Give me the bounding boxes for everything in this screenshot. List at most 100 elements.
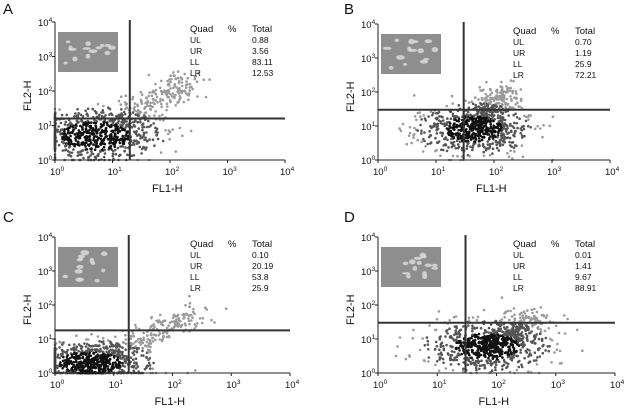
scatter-dot — [484, 99, 488, 103]
scatter-dot — [420, 118, 423, 121]
scatter-dot — [496, 136, 499, 139]
x-axis-title: FL1-H — [155, 396, 186, 408]
scatter-dot — [537, 337, 541, 341]
scatter-dot — [180, 77, 184, 81]
scatter-dot — [501, 364, 504, 368]
micrograph-cell — [394, 38, 400, 43]
scatter-dot — [131, 332, 135, 335]
scatter-dot — [88, 351, 91, 355]
scatter-dot — [514, 103, 517, 106]
scatter-dot — [65, 113, 68, 117]
scatter-dot — [92, 138, 95, 142]
scatter-dot — [131, 95, 135, 99]
scatter-dot — [490, 132, 494, 135]
scatter-dot — [142, 338, 146, 342]
scatter-dot — [67, 358, 70, 361]
y-tick-label: 100 — [38, 368, 53, 380]
scatter-dot — [195, 80, 199, 83]
scatter-dot — [87, 155, 91, 159]
scatter-dot — [485, 121, 488, 124]
scatter-dot — [529, 340, 533, 344]
scatter-dot — [526, 309, 529, 312]
scatter-dot — [85, 113, 88, 116]
quad-table-value: 88.91 — [575, 283, 597, 293]
scatter-dot — [114, 123, 118, 127]
scatter-dot — [96, 360, 99, 364]
scatter-dot — [516, 354, 520, 358]
scatter-dot — [539, 127, 542, 130]
scatter-dot — [179, 320, 182, 323]
scatter-dot — [458, 132, 462, 136]
quad-table-value: 0.01 — [575, 250, 592, 260]
scatter-dot — [485, 343, 488, 347]
scatter-dot — [131, 351, 134, 355]
y-tick-label: 104 — [38, 17, 53, 29]
scatter-dot — [489, 142, 492, 146]
scatter-dot — [481, 346, 485, 349]
scatter-dot — [426, 339, 430, 343]
scatter-dot — [124, 94, 128, 97]
micrograph-cell — [388, 65, 394, 70]
scatter-dot — [98, 363, 101, 367]
scatter-dot — [499, 96, 502, 100]
scatter-dot — [75, 114, 79, 118]
scatter-dot — [114, 129, 117, 132]
scatter-dot — [86, 342, 89, 346]
scatter-dot — [148, 367, 152, 370]
micrograph-cell — [76, 264, 84, 269]
scatter-dot — [160, 113, 164, 117]
micrograph-cell — [413, 256, 423, 260]
scatter-dot — [477, 355, 481, 359]
scatter-dot — [77, 355, 80, 359]
scatter-dot — [109, 348, 112, 352]
scatter-dot — [148, 125, 151, 128]
scatter-dot — [56, 353, 60, 357]
scatter-dot — [525, 334, 529, 338]
scatter-dot — [188, 301, 192, 305]
scatter-dot — [504, 310, 508, 314]
scatter-dot — [83, 351, 86, 355]
scatter-dot — [63, 123, 67, 126]
scatter-dot — [64, 148, 68, 151]
scatter-dot — [451, 368, 455, 372]
scatter-dot — [69, 121, 72, 124]
scatter-dot — [442, 345, 445, 348]
scatter-dot — [124, 146, 127, 149]
scatter-dot — [86, 366, 90, 370]
scatter-dot — [521, 136, 524, 139]
scatter-dot — [157, 334, 160, 337]
scatter-dot — [155, 95, 159, 99]
scatter-dot — [110, 135, 113, 138]
scatter-dot — [508, 136, 512, 140]
quad-table-name: UR — [190, 261, 202, 271]
scatter-dot — [89, 348, 92, 352]
scatter-dot — [522, 318, 526, 322]
scatter-dot — [531, 325, 534, 328]
scatter-dot — [425, 336, 429, 339]
scatter-dot — [509, 352, 513, 355]
scatter-dot — [470, 348, 474, 352]
scatter-dot — [482, 150, 486, 154]
micrograph-cell — [406, 274, 411, 279]
scatter-dot — [185, 312, 188, 316]
scatter-dot — [521, 342, 524, 345]
scatter-dot — [479, 128, 483, 132]
scatter-dot — [447, 353, 450, 356]
scatter-dot — [505, 85, 508, 88]
scatter-dot — [465, 147, 469, 150]
scatter-dot — [109, 354, 112, 357]
scatter-dot — [69, 155, 73, 158]
scatter-dot — [107, 351, 111, 355]
micrograph-cell — [88, 49, 98, 54]
scatter-dot — [536, 327, 540, 331]
scatter-dot — [144, 111, 147, 115]
scatter-dot — [456, 143, 460, 146]
scatter-dot — [541, 135, 544, 139]
y-tick-label: 103 — [361, 53, 376, 65]
scatter-dot — [509, 149, 512, 152]
scatter-dot — [119, 126, 122, 129]
scatter-dot — [435, 132, 439, 135]
x-tick-exponent: 0 — [61, 379, 65, 386]
scatter-dot — [491, 336, 495, 340]
